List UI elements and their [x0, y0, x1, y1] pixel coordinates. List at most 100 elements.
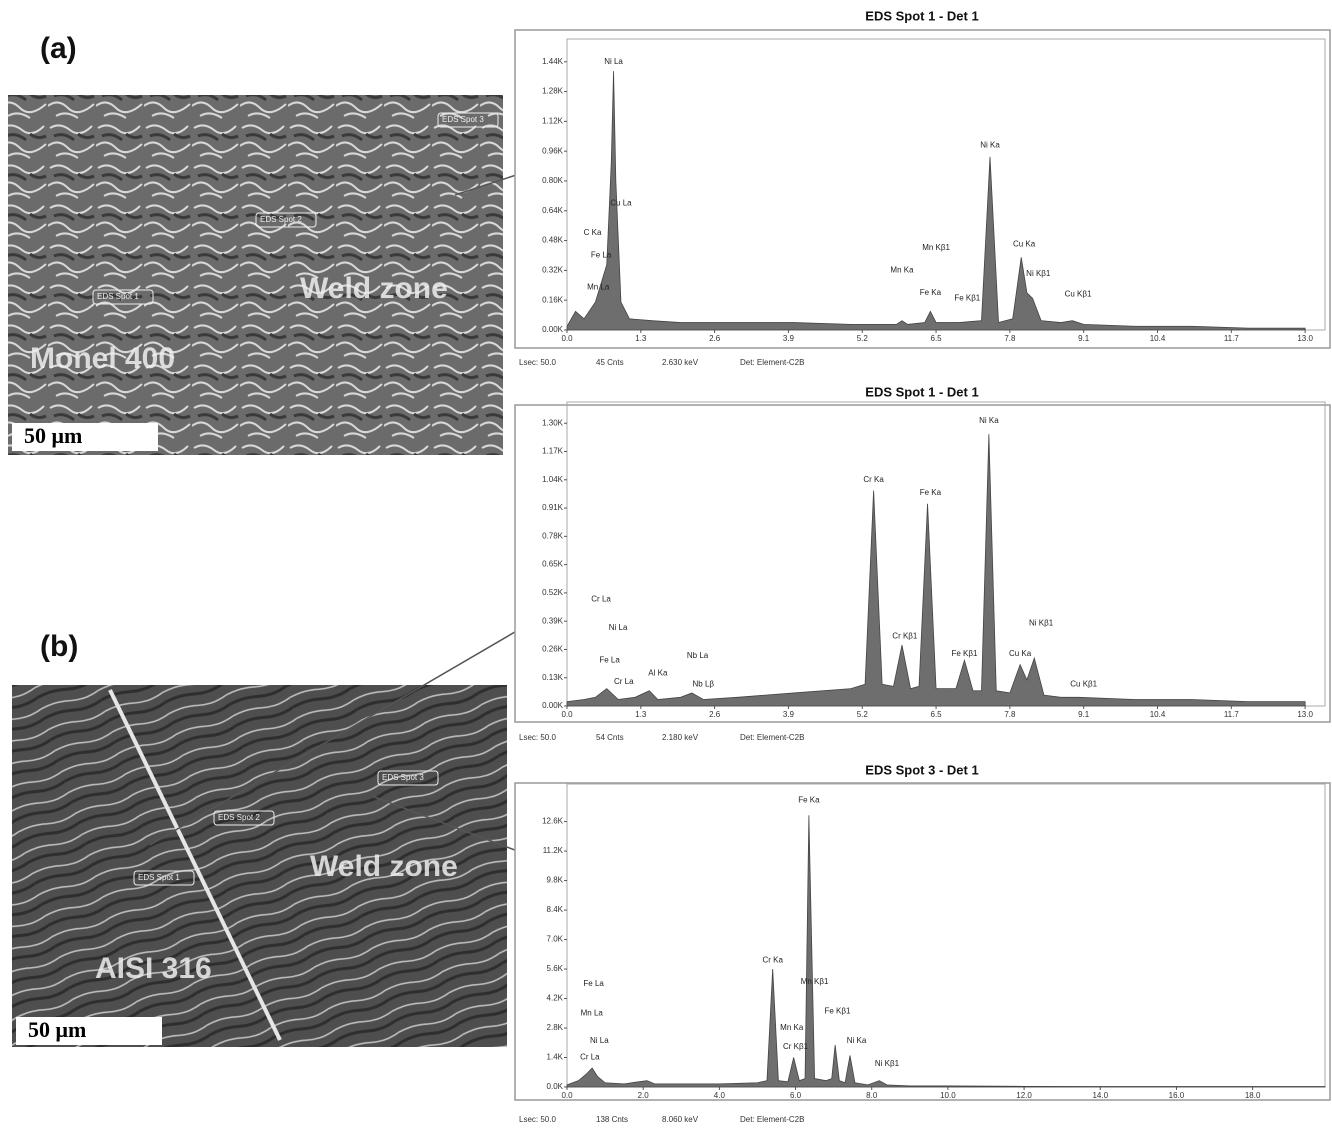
footer-text: Lsec: 50.0: [519, 733, 556, 742]
zone-label: Weld zone: [300, 272, 448, 305]
peak-label: Ni Ka: [980, 141, 1000, 150]
y-tick-label: 11.2K: [543, 846, 564, 855]
x-tick-label: 6.0: [790, 1091, 802, 1100]
x-tick-label: 12.0: [1016, 1091, 1032, 1100]
x-tick-label: 9.1: [1078, 710, 1090, 719]
material-label: Monel 400: [30, 342, 175, 375]
x-tick-label: 3.9: [783, 710, 795, 719]
scale-bar-label: 50 μm: [28, 1017, 86, 1042]
x-tick-label: 2.6: [709, 334, 721, 343]
peak-label: Mn Kβ1: [801, 977, 829, 986]
footer-text: Det: Element-C2B: [740, 1115, 804, 1124]
x-tick-label: 5.2: [857, 710, 869, 719]
y-tick-label: 8.4K: [547, 905, 564, 914]
x-tick-label: 7.8: [1004, 334, 1016, 343]
x-tick-label: 4.0: [714, 1091, 726, 1100]
page: {"figure": {"panels": [ {"label": "(a)",…: [0, 0, 1332, 1128]
chart-frame: [515, 30, 1330, 348]
chart-title: EDS Spot 1 - Det 1: [865, 384, 978, 399]
y-tick-label: 1.28K: [542, 87, 564, 96]
panel-label: (a): [40, 32, 77, 65]
footer-text: 45 Cnts: [596, 358, 624, 367]
peak-label: Mn La: [581, 1008, 604, 1017]
footer-text: 2.180 keV: [662, 733, 699, 742]
peak-label: Fe Ka: [920, 488, 942, 497]
peak-label: Cr Kβ1: [892, 632, 918, 641]
scale-bar-label: 50 μm: [24, 423, 82, 448]
footer-text: Det: Element-C2B: [740, 733, 804, 742]
peak-label: Ni Kβ1: [875, 1059, 900, 1068]
chart-title: EDS Spot 3 - Det 1: [865, 762, 978, 777]
x-tick-label: 1.3: [635, 334, 647, 343]
zone-label: Weld zone: [310, 850, 458, 883]
y-tick-label: 0.39K: [542, 616, 564, 625]
chart-frame: [515, 783, 1330, 1100]
peak-label: Fe La: [591, 251, 612, 260]
peak-label: Cu La: [610, 198, 632, 207]
x-tick-label: 18.0: [1245, 1091, 1261, 1100]
material-label: AISI 316: [95, 952, 212, 985]
footer-text: Lsec: 50.0: [519, 358, 556, 367]
peak-label: Ni Kβ1: [1026, 269, 1051, 278]
x-tick-label: 10.0: [940, 1091, 956, 1100]
peak-label: Fe La: [599, 655, 620, 664]
peak-label: Cu Ka: [1009, 649, 1032, 658]
y-tick-label: 0.16K: [542, 295, 564, 304]
y-tick-label: 0.91K: [542, 503, 564, 512]
peak-label: Ni La: [590, 1036, 609, 1045]
x-tick-label: 5.2: [857, 334, 869, 343]
y-tick-label: 1.17K: [542, 447, 564, 456]
x-tick-label: 2.6: [709, 710, 721, 719]
y-tick-label: 0.0K: [547, 1082, 564, 1091]
x-tick-label: 6.5: [931, 710, 943, 719]
x-tick-label: 16.0: [1169, 1091, 1185, 1100]
peak-label: Cr La: [580, 1053, 600, 1062]
peak-label: C Ka: [584, 228, 602, 237]
y-tick-label: 0.32K: [542, 266, 564, 275]
x-tick-label: 0.0: [561, 710, 573, 719]
y-tick-label: 0.65K: [542, 560, 564, 569]
x-tick-label: 8.0: [866, 1091, 878, 1100]
x-tick-label: 1.3: [635, 710, 647, 719]
peak-label: Cr La: [591, 595, 611, 604]
spot-label: EDS Spot 3: [382, 773, 424, 782]
peak-label: Mn Kβ1: [922, 243, 950, 252]
y-tick-label: 0.96K: [542, 146, 564, 155]
x-tick-label: 3.9: [783, 334, 795, 343]
peak-label: Mn Ka: [780, 1023, 804, 1032]
peak-label: Cu Kβ1: [1070, 679, 1097, 688]
y-tick-label: 1.04K: [542, 475, 564, 484]
y-tick-label: 0.64K: [542, 206, 564, 215]
spot-label: EDS Spot 2: [260, 215, 302, 224]
x-tick-label: 0.0: [561, 334, 573, 343]
chart-title: EDS Spot 1 - Det 1: [865, 8, 978, 23]
x-tick-label: 0.0: [561, 1091, 573, 1100]
y-tick-label: 0.78K: [542, 531, 564, 540]
peak-label: Cr La: [614, 677, 634, 686]
y-tick-label: 2.8K: [547, 1023, 564, 1032]
y-tick-label: 0.00K: [542, 701, 564, 710]
y-tick-label: 0.52K: [542, 588, 564, 597]
x-tick-label: 11.7: [1224, 710, 1240, 719]
peak-label: Mn Ka: [890, 266, 914, 275]
spot-label: EDS Spot 3: [442, 115, 484, 124]
peak-label: Nb La: [687, 651, 709, 660]
y-tick-label: 9.8K: [547, 876, 564, 885]
peak-label: Ni Ka: [847, 1036, 867, 1045]
y-tick-label: 12.6K: [542, 817, 564, 826]
peak-label: Cr Kβ1: [783, 1042, 809, 1051]
peak-label: Cr Ka: [863, 475, 884, 484]
y-tick-label: 0.80K: [542, 176, 564, 185]
peak-label: Cu Kβ1: [1065, 290, 1092, 299]
spot-label: EDS Spot 1: [97, 292, 139, 301]
x-tick-label: 6.5: [931, 334, 943, 343]
peak-label: Ni Ka: [979, 416, 999, 425]
spot-label: EDS Spot 2: [218, 813, 260, 822]
peak-label: Nb Lβ: [693, 679, 715, 688]
footer-text: 138 Cnts: [596, 1115, 628, 1124]
footer-text: Det: Element-C2B: [740, 358, 804, 367]
y-tick-label: 0.26K: [542, 645, 564, 654]
footer-text: 8.060 keV: [662, 1115, 699, 1124]
peak-label: Fe Kβ1: [951, 649, 977, 658]
footer-text: 2.630 keV: [662, 358, 699, 367]
